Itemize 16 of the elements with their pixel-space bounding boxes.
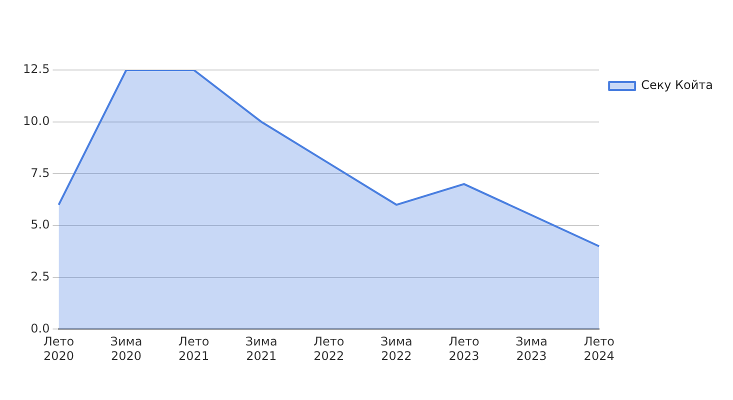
y-tick-label: 0.0 [30, 321, 50, 336]
x-tick-label: Зима 2022 [380, 334, 412, 363]
legend-label: Секу Койта [641, 78, 714, 92]
y-tick-label: 7.5 [30, 166, 50, 180]
x-tick-label: Зима 2023 [516, 334, 548, 363]
x-tick-label: Лето 2023 [448, 334, 480, 363]
y-tick-label: 2.5 [30, 269, 50, 284]
x-tick-label: Зима 2020 [110, 334, 142, 363]
x-tick-label: Лето 2022 [314, 334, 344, 363]
x-tick-label: Лето 2021 [178, 334, 210, 363]
x-tick-label: Зима 2021 [245, 334, 278, 363]
x-tick-label: Лето 2024 [584, 334, 614, 363]
y-tick-label: 12.5 [23, 62, 50, 76]
y-tick-label: 10.0 [23, 114, 50, 128]
y-tick-label: 5.0 [30, 218, 50, 232]
x-tick-label: Лето 2020 [43, 334, 74, 363]
